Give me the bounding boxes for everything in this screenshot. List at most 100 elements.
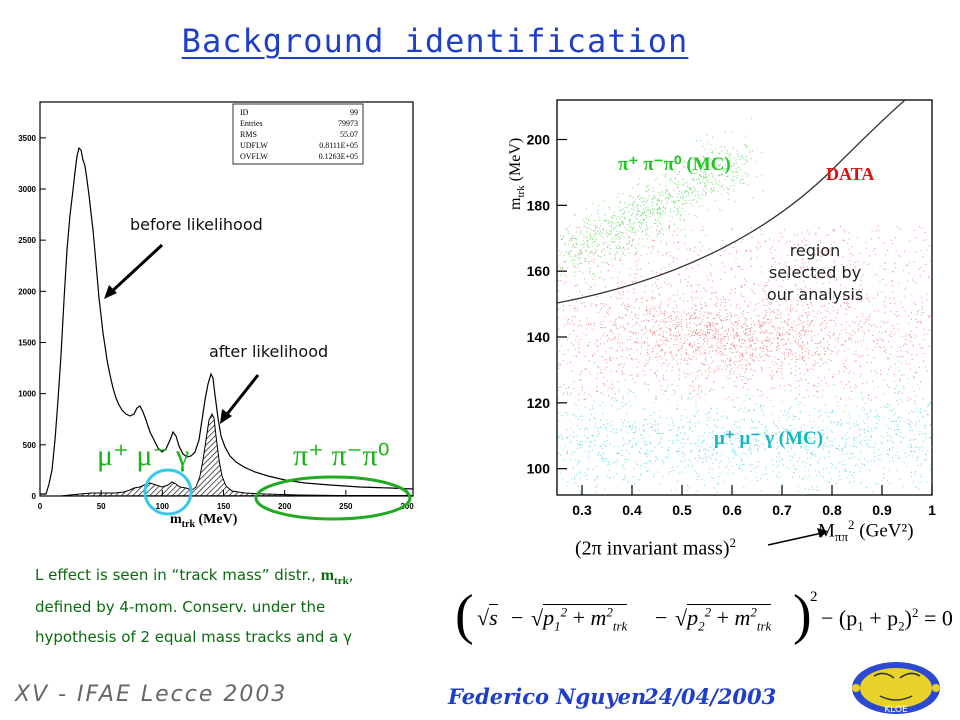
region-line-1: region [789,241,841,260]
mu-mu-gamma-label: μ⁺ μ⁻ γ [97,439,190,472]
axis-arrow-head [817,528,828,538]
scatter-x-label: Mππ2 (GeV²) [818,517,914,545]
scatter-x-tick-label: 0.4 [622,502,642,518]
histogram-y-tick-label: 2500 [18,236,36,245]
scatter-frame [556,99,933,496]
scatter-plot: 100 120 140 160 180 200 0.3 0.4 0.5 0.6 0.7 0.8 0.9… [527,99,936,546]
scatter-y-label-main: m [507,197,524,210]
note-line-1-m: m [320,567,335,584]
scatter-x-label-sub: ππ [834,529,849,545]
scatter-y-label-sub: trk [515,185,528,198]
scatter-x-tick-label: 1 [928,502,936,518]
formula-tail-open: − (p [821,605,858,631]
scatter-y-tick-label: 140 [527,329,551,345]
formula-tail: − (p1 + p2)2 = 0 [821,605,953,635]
formula-sqrt-s: √s [477,604,498,630]
scatter-x-axis: 0.3 0.4 0.5 0.6 0.7 0.8 0.9 1 [572,485,936,518]
before-likelihood-histogram [40,146,414,495]
histogram-y-tick-label: 1000 [18,390,36,399]
histogram-x-tick-label: 300 [400,502,414,511]
scatter-x-tick-label: 0.8 [822,502,842,518]
mass-formula: ( √s − √p12 + m2trk − √p22 + m2trk ) 2 −… [455,584,953,655]
formula-m-2: m [734,605,751,631]
mu-mc-scatter-points [557,357,932,495]
kloe-logo-dot-left [852,684,860,692]
scatter-x-label-unit: (GeV²) [859,520,914,542]
formula-tail-sup: 2 [911,605,919,620]
formula-tail-close: ) [904,605,912,631]
formula-s: s [489,604,498,630]
histogram-plot: 0 500 1000 1500 2000 2500 3000 3500 0 50 100 150 20… [18,101,414,521]
formula-plus-1: + [572,605,585,631]
stats-rows: ID 99 Entries 79973 RMS 55.07 UDFLW 0.8111E+05 O… [240,108,358,161]
histogram-frame [39,101,414,497]
note-line-2: defined by 4-mom. Conserv. under the [35,598,326,616]
scatter-y-axis: 100 120 140 160 180 200 [527,132,567,477]
label-before-likelihood: before likelihood [130,215,263,234]
invariant-mass-note: (2π invariant mass)2 [575,535,736,561]
histogram-x-label-sub: trk [181,518,196,530]
scatter-y-tick-label: 160 [527,263,551,279]
formula-p2-sup: 2 [704,605,712,620]
kloe-logo-dot-right [932,684,940,692]
note-line-1-text: L effect is seen in “track mass” distr., [35,566,321,584]
presentation-date: 24/04/2003 [644,684,777,709]
scatter-x-label-sup: 2 [848,517,855,532]
pi-pi-pi0-label: π⁺ π⁻π⁰ [293,439,390,472]
formula-minus-2: − [655,605,668,630]
histogram-y-tick-label: 0 [32,492,37,501]
histogram-y-tick-label: 2000 [18,287,36,296]
histogram-x-tick-label: 100 [156,502,170,511]
formula-p2-sub: 2 [698,618,705,634]
pi-region-ellipse [254,475,412,521]
pi-mc-scatter-points [557,117,764,297]
scatter-x-tick-label: 0.3 [572,502,592,518]
scatter-y-tick-label: 100 [527,461,551,477]
note-line-1: L effect is seen in “track mass” distr.,… [35,566,354,587]
axis-arrow [767,532,823,546]
histogram-y-axis: 0 500 1000 1500 2000 2500 3000 3500 [18,134,46,501]
formula-p2: p [687,605,699,631]
formula-sqrt-1: √p12 + m2trk [531,604,628,634]
scatter-x-tick-label: 0.5 [672,502,692,518]
formula-p1-sup: 2 [560,605,568,620]
scatter-y-label: mtrk (MeV) [507,138,527,210]
formula-minus-1: − [511,605,524,630]
formula-m2-sub: trk [756,618,772,634]
histogram-y-tick-label: 3000 [18,185,36,194]
histogram-x-tick-label: 150 [217,502,231,511]
formula-tail-plus: + p [863,605,899,631]
histogram-x-tick-label: 0 [38,502,43,511]
stats-value: 99 [350,108,358,117]
note-line-1-end: , [348,566,354,584]
scatter-x-label-main: M [818,520,835,542]
formula-left-paren: ( [455,584,474,646]
before-arrow-head [104,285,117,299]
stats-key: Entries [240,119,263,128]
histogram-y-tick-label: 3500 [18,134,36,143]
stats-value: 0.8111E+05 [319,141,358,150]
histogram-x-tick-label: 50 [97,502,106,511]
author-name: Federico Nguyen [448,684,647,709]
stats-value: 55.07 [340,130,358,139]
kloe-logo-face [860,668,932,708]
kloe-logo: KLOE [852,662,940,715]
region-note: region selected by our analysis [735,240,895,306]
stats-value: 0.1263E+05 [319,152,358,161]
histogram-x-label-main: m [170,512,182,527]
formula-sqrt-2: √p22 + m2trk [675,604,772,634]
stats-key: UDFLW [240,141,268,150]
scatter-y-tick-label: 200 [527,132,551,148]
formula-p1: p [543,605,555,631]
invariant-mass-text: (2π invariant mass) [575,537,730,560]
formula-p1-sub: 1 [554,618,561,634]
after-arrow [222,374,260,419]
histogram-x-label-unit: (MeV) [198,512,238,527]
after-likelihood-histogram [59,412,414,497]
scatter-x-tick-label: 0.9 [872,502,892,518]
note-line-3: hypothesis of 2 equal mass tracks and a … [35,628,352,646]
formula-right-paren: ) [793,584,812,646]
formula-m2-sup: 2 [750,605,757,620]
formula-plus-2: + [716,605,729,631]
formula-m1-sub: trk [612,618,628,634]
